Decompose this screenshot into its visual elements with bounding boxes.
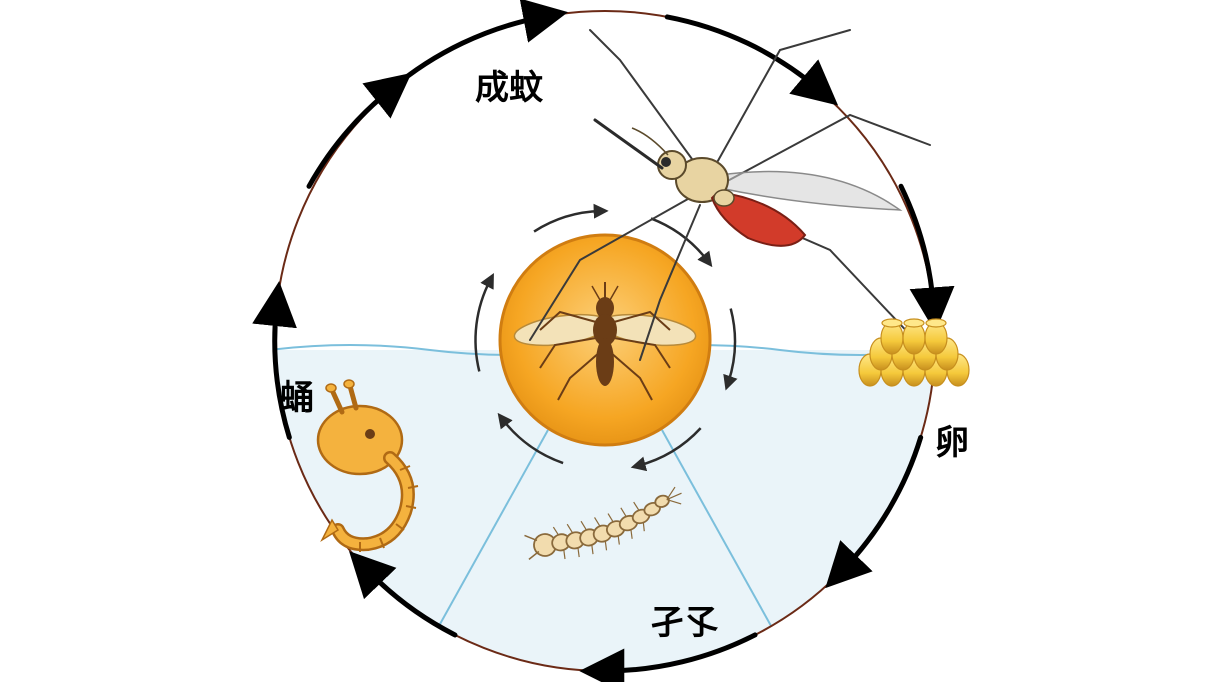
stage-egg <box>859 319 969 386</box>
label-egg: 卵 <box>935 415 969 464</box>
lifecycle-svg <box>0 0 1210 682</box>
label-pupa: 蛹 <box>280 370 314 419</box>
lifecycle-diagram: 成蚊 卵 孑孓 蛹 <box>0 0 1210 682</box>
label-adult: 成蚊 <box>475 60 543 109</box>
label-larva: 孑孓 <box>650 595 718 644</box>
